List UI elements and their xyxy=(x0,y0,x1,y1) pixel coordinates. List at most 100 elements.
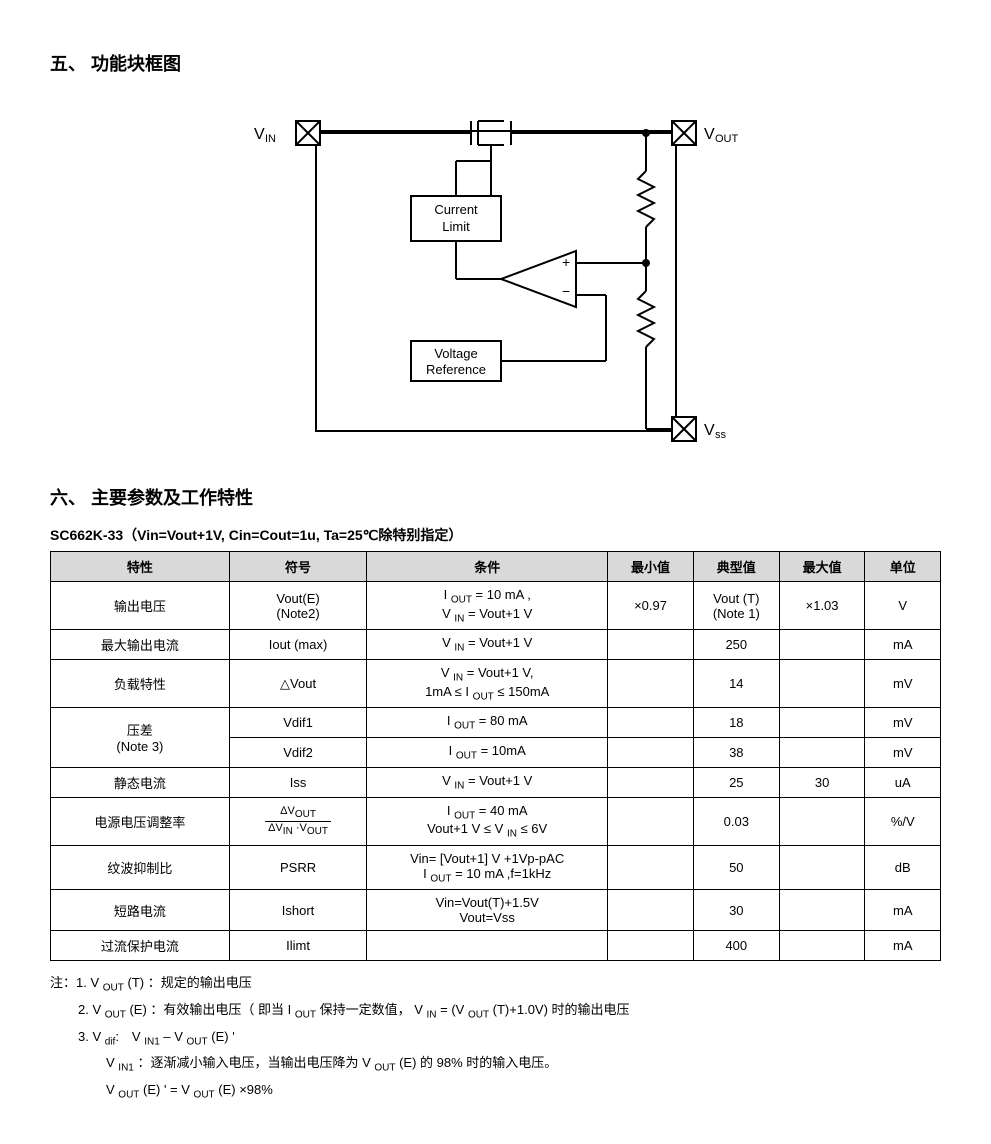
table-row: 电源电压调整率 ΔVOUT ΔVIN ·VOUT I OUT = 40 mAVo… xyxy=(51,797,941,845)
th-condition: 条件 xyxy=(367,552,608,582)
section6-heading: 六、 主要参数及工作特性 xyxy=(50,484,941,510)
block-diagram-svg: V IN V OUT V ss Current Limit Voltage Re… xyxy=(246,91,746,451)
cell-cond: I OUT = 10mA xyxy=(367,737,608,767)
cell-max xyxy=(779,931,865,961)
table-row: 输出电压 Vout(E) (Note2) I OUT = 10 mA ,V IN… xyxy=(51,582,941,630)
cell-char: 过流保护电流 xyxy=(51,931,230,961)
cell-min xyxy=(608,708,694,738)
label-vin-sub: IN xyxy=(265,133,276,145)
cell-char: 纹波抑制比 xyxy=(51,845,230,890)
cell-cond xyxy=(367,931,608,961)
label-current-limit-1: Current xyxy=(434,202,478,217)
cell-max: ×1.03 xyxy=(779,582,865,630)
cell-max xyxy=(779,708,865,738)
cell-unit: V xyxy=(865,582,941,630)
cell-min xyxy=(608,767,694,797)
cell-cond: I OUT = 80 mA xyxy=(367,708,608,738)
note-line: 2. V OUT (E) ：有效输出电压（ 即当 I OUT 保持一定数值， V… xyxy=(50,998,941,1025)
cell-cond: V IN = Vout+1 V xyxy=(367,630,608,660)
note-line: V IN1 ：逐渐减小输入电压，当输出电压降为 V OUT (E) 的 98% … xyxy=(50,1051,941,1078)
cell-cond: I OUT = 10 mA ,V IN = Vout+1 V xyxy=(367,582,608,630)
cell-typ: 400 xyxy=(693,931,779,961)
cell-unit: %/V xyxy=(865,797,941,845)
cell-typ: 38 xyxy=(693,737,779,767)
cell-sym: ΔVOUT ΔVIN ·VOUT xyxy=(229,797,366,845)
th-symbol: 符号 xyxy=(229,552,366,582)
cell-cond: Vin=Vout(T)+1.5VVout=Vss xyxy=(367,890,608,931)
cell-typ: 25 xyxy=(693,767,779,797)
cell-unit: dB xyxy=(865,845,941,890)
label-vout: V xyxy=(704,126,715,143)
cell-max xyxy=(779,737,865,767)
cell-min xyxy=(608,845,694,890)
cell-typ: 0.03 xyxy=(693,797,779,845)
cell-typ: Vout (T) (Note 1) xyxy=(693,582,779,630)
opamp-plus: + xyxy=(562,254,570,270)
cell-typ: 18 xyxy=(693,708,779,738)
cell-unit: mA xyxy=(865,931,941,961)
table-row: 最大输出电流 Iout (max) V IN = Vout+1 V 250 mA xyxy=(51,630,941,660)
table-row: 负载特性 △Vout V IN = Vout+1 V,1mA ≤ I OUT ≤… xyxy=(51,660,941,708)
cell-char: 电源电压调整率 xyxy=(51,797,230,845)
cell-min xyxy=(608,660,694,708)
notes-block: 注：1. V OUT (T) ：规定的输出电压 2. V OUT (E) ：有效… xyxy=(50,971,941,1104)
label-vref-2: Reference xyxy=(426,362,486,377)
cell-cond: Vin= [Vout+1] V +1Vp-pACI OUT = 10 mA ,f… xyxy=(367,845,608,890)
label-vin: V xyxy=(254,126,265,143)
note-line: 3. V dif: V IN1 – V OUT (E) ' xyxy=(50,1025,941,1052)
cell-unit: mV xyxy=(865,660,941,708)
table-row: 短路电流 Ishort Vin=Vout(T)+1.5VVout=Vss 30 … xyxy=(51,890,941,931)
th-unit: 单位 xyxy=(865,552,941,582)
table-header-row: 特性 符号 条件 最小值 典型值 最大值 单位 xyxy=(51,552,941,582)
cell-sym: Ishort xyxy=(229,890,366,931)
cell-char: 最大输出电流 xyxy=(51,630,230,660)
table-row: 压差 (Note 3) Vdif1 I OUT = 80 mA 18 mV xyxy=(51,708,941,738)
cell-min xyxy=(608,630,694,660)
th-typ: 典型值 xyxy=(693,552,779,582)
cell-char: 压差 (Note 3) xyxy=(51,708,230,767)
section6-subheading: SC662K-33（Vin=Vout+1V, Cin=Cout=1u, Ta=2… xyxy=(50,525,941,545)
spec-table: 特性 符号 条件 最小值 典型值 最大值 单位 输出电压 Vout(E) (No… xyxy=(50,551,941,961)
label-current-limit-2: Limit xyxy=(442,219,470,234)
cell-cond: V IN = Vout+1 V,1mA ≤ I OUT ≤ 150mA xyxy=(367,660,608,708)
cell-unit: mA xyxy=(865,890,941,931)
cell-char: 短路电流 xyxy=(51,890,230,931)
cell-max: 30 xyxy=(779,767,865,797)
cell-sym: Ilimt xyxy=(229,931,366,961)
cell-min xyxy=(608,737,694,767)
cell-char: 负载特性 xyxy=(51,660,230,708)
cell-min xyxy=(608,890,694,931)
cell-cond: V IN = Vout+1 V xyxy=(367,767,608,797)
cell-cond: I OUT = 40 mAVout+1 V ≤ V IN ≤ 6V xyxy=(367,797,608,845)
table-row: 静态电流 Iss V IN = Vout+1 V 25 30 uA xyxy=(51,767,941,797)
cell-typ: 250 xyxy=(693,630,779,660)
th-characteristic: 特性 xyxy=(51,552,230,582)
cell-max xyxy=(779,797,865,845)
cell-unit: mV xyxy=(865,708,941,738)
label-vss: V xyxy=(704,422,715,439)
table-row: 纹波抑制比 PSRR Vin= [Vout+1] V +1Vp-pACI OUT… xyxy=(51,845,941,890)
th-max: 最大值 xyxy=(779,552,865,582)
cell-min: ×0.97 xyxy=(608,582,694,630)
cell-max xyxy=(779,660,865,708)
label-vref-1: Voltage xyxy=(434,346,477,361)
table-row: 过流保护电流 Ilimt 400 mA xyxy=(51,931,941,961)
note-line: V OUT (E) ' = V OUT (E) ×98% xyxy=(50,1078,941,1105)
block-diagram: V IN V OUT V ss Current Limit Voltage Re… xyxy=(50,91,941,454)
cell-sym: △Vout xyxy=(229,660,366,708)
th-min: 最小值 xyxy=(608,552,694,582)
cell-typ: 30 xyxy=(693,890,779,931)
cell-char: 输出电压 xyxy=(51,582,230,630)
label-vout-sub: OUT xyxy=(715,133,739,145)
cell-min xyxy=(608,797,694,845)
cell-min xyxy=(608,931,694,961)
cell-sym: Vdif1 xyxy=(229,708,366,738)
cell-sym: Vdif2 xyxy=(229,737,366,767)
note-line: 注：1. V OUT (T) ：规定的输出电压 xyxy=(50,971,941,998)
cell-unit: mV xyxy=(865,737,941,767)
cell-sym: Iss xyxy=(229,767,366,797)
cell-sym: Vout(E) (Note2) xyxy=(229,582,366,630)
label-vss-sub: ss xyxy=(715,429,727,441)
cell-sym: PSRR xyxy=(229,845,366,890)
section5-heading: 五、 功能块框图 xyxy=(50,50,941,76)
